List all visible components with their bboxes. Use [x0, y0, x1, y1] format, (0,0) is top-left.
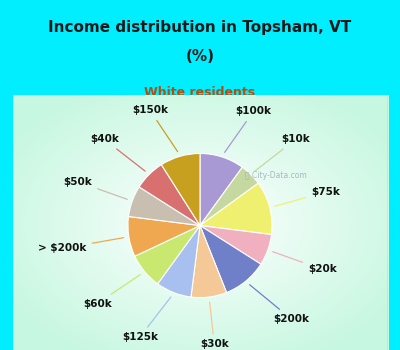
- Wedge shape: [158, 225, 200, 297]
- Text: $20k: $20k: [273, 252, 337, 274]
- Text: $60k: $60k: [83, 275, 140, 309]
- Text: $200k: $200k: [250, 285, 309, 324]
- Text: ⓘ City-Data.com: ⓘ City-Data.com: [245, 171, 307, 180]
- Wedge shape: [200, 153, 242, 225]
- Wedge shape: [191, 225, 226, 298]
- Wedge shape: [200, 167, 258, 225]
- Text: $30k: $30k: [200, 302, 229, 349]
- Wedge shape: [200, 225, 261, 293]
- Text: $100k: $100k: [225, 106, 272, 152]
- Bar: [0, 94, 12, 350]
- Wedge shape: [135, 225, 200, 284]
- Text: > $200k: > $200k: [38, 238, 124, 253]
- Text: $125k: $125k: [122, 297, 171, 342]
- Text: $40k: $40k: [90, 134, 145, 171]
- Wedge shape: [200, 183, 272, 235]
- Text: $10k: $10k: [255, 134, 310, 171]
- Wedge shape: [161, 153, 200, 225]
- Wedge shape: [128, 217, 200, 256]
- Text: $50k: $50k: [63, 177, 127, 199]
- Text: $150k: $150k: [132, 105, 178, 152]
- Text: Income distribution in Topsham, VT: Income distribution in Topsham, VT: [48, 20, 352, 35]
- Wedge shape: [200, 225, 272, 264]
- Text: White residents: White residents: [144, 86, 256, 99]
- Bar: [388, 94, 400, 350]
- Wedge shape: [128, 187, 200, 225]
- Wedge shape: [139, 165, 200, 225]
- Text: $75k: $75k: [275, 187, 340, 206]
- Text: (%): (%): [186, 49, 214, 64]
